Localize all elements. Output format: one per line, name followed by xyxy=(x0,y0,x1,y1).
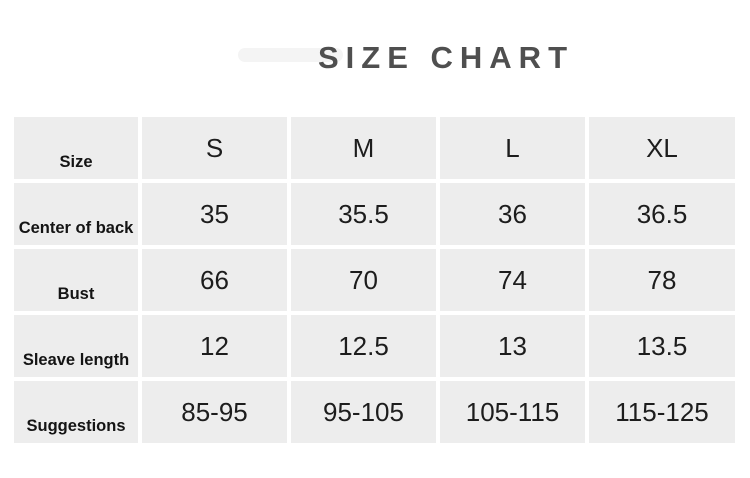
table-cell: 66 xyxy=(142,249,287,311)
table-corner-cell-size: Size xyxy=(14,117,138,179)
row-label-bust: Bust xyxy=(14,249,138,311)
column-header-xl: XL xyxy=(589,117,735,179)
table-cell: 13 xyxy=(440,315,585,377)
table-cell: 70 xyxy=(291,249,436,311)
table-cell: 12.5 xyxy=(291,315,436,377)
table-cell: 105-115 xyxy=(440,381,585,443)
table-cell: 36 xyxy=(440,183,585,245)
table-cell: 35.5 xyxy=(291,183,436,245)
size-chart-table: Size S M L XL Center of back 35 35.5 36 … xyxy=(14,117,735,443)
row-label-suggestions: Suggestions xyxy=(14,381,138,443)
table-cell: 12 xyxy=(142,315,287,377)
table-cell: 115-125 xyxy=(589,381,735,443)
column-header-s: S xyxy=(142,117,287,179)
table-cell: 36.5 xyxy=(589,183,735,245)
table-cell: 78 xyxy=(589,249,735,311)
page-title: SIZE CHART xyxy=(318,40,574,75)
column-header-m: M xyxy=(291,117,436,179)
column-header-l: L xyxy=(440,117,585,179)
table-cell: 85-95 xyxy=(142,381,287,443)
table-cell: 74 xyxy=(440,249,585,311)
table-cell: 35 xyxy=(142,183,287,245)
table-cell: 95-105 xyxy=(291,381,436,443)
row-label-center-of-back: Center of back xyxy=(14,183,138,245)
table-cell: 13.5 xyxy=(589,315,735,377)
row-label-sleave-length: Sleave length xyxy=(14,315,138,377)
erased-text-smudge xyxy=(238,48,343,62)
